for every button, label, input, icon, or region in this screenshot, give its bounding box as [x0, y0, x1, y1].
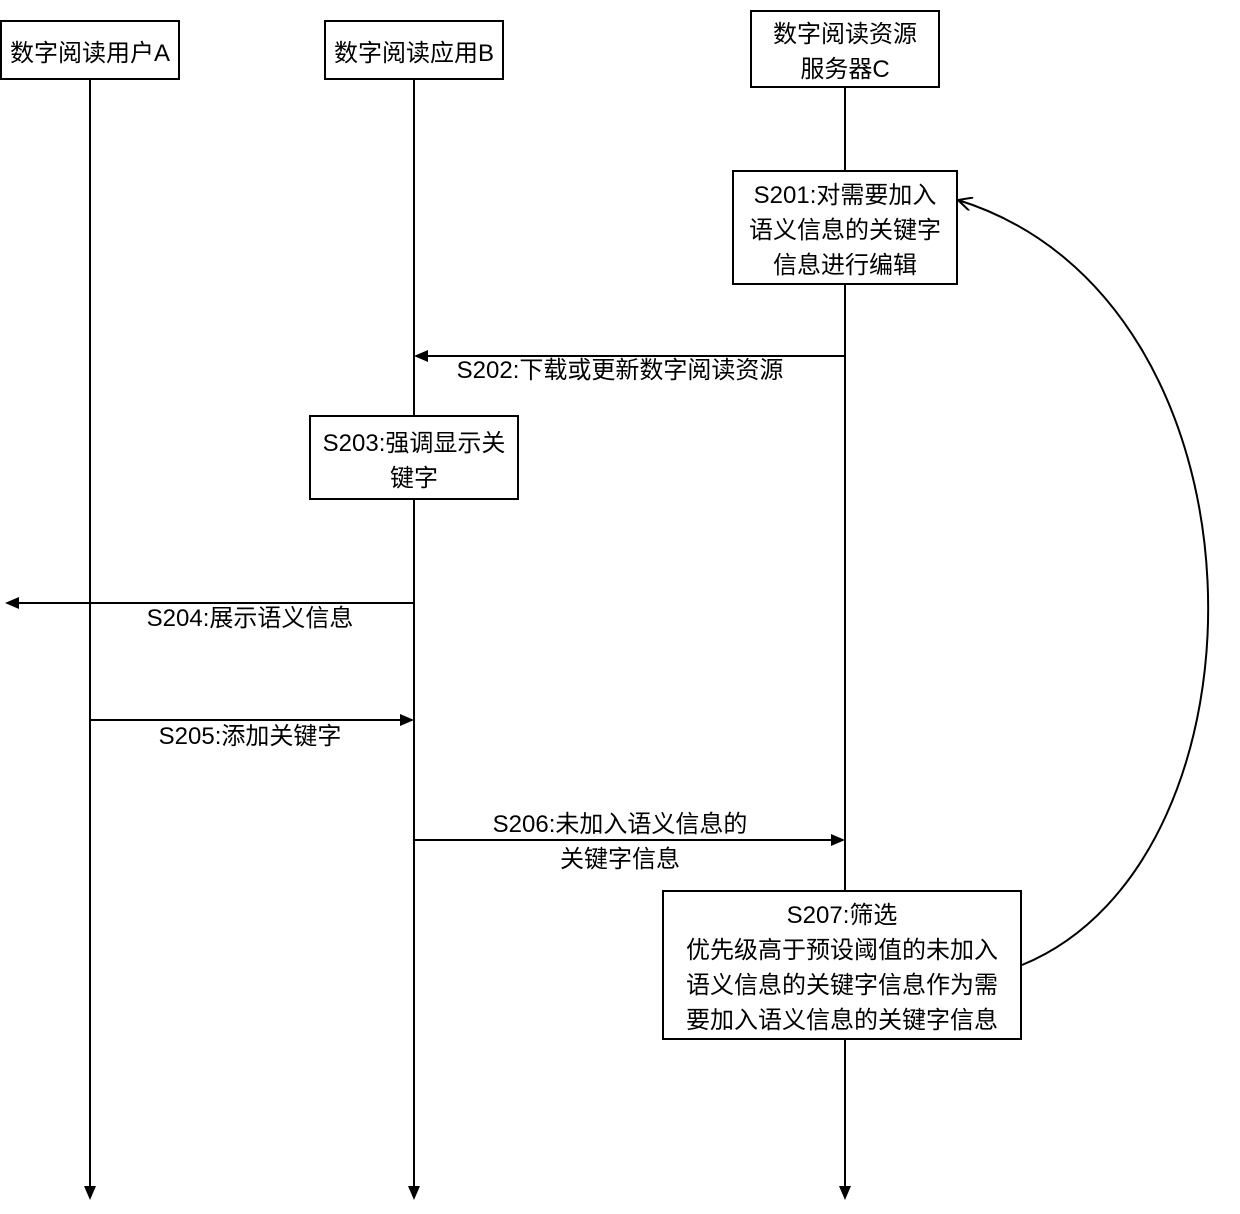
msg-label-s202: S202:下载或更新数字阅读资源: [420, 322, 820, 385]
step-box-s207: S207:筛选 优先级高于预设阈值的未加入 语义信息的关键字信息作为需 要加入语…: [662, 890, 1022, 1040]
actor-box-a: 数字阅读用户A: [0, 20, 180, 80]
step-label-s201: S201:对需要加入 语义信息的关键字 信息进行编辑: [749, 175, 941, 280]
step-box-s203: S203:强调显示关 键字: [309, 415, 519, 500]
step-label-s203: S203:强调显示关 键字: [323, 423, 506, 493]
sequence-diagram: 数字阅读用户A 数字阅读应用B 数字阅读资源 服务器C S201:对需要加入 语…: [0, 0, 1240, 1214]
actor-box-c: 数字阅读资源 服务器C: [750, 10, 940, 88]
actor-label-c: 数字阅读资源 服务器C: [773, 14, 917, 84]
msg-label-s206: S206:未加入语义信息的 关键字信息: [450, 776, 790, 874]
actor-label-a: 数字阅读用户A: [10, 33, 170, 68]
actor-label-b: 数字阅读应用B: [334, 33, 494, 68]
msg-label-s205: S205:添加关键字: [100, 688, 400, 751]
step-box-s201: S201:对需要加入 语义信息的关键字 信息进行编辑: [732, 170, 958, 285]
msg-label-s204: S204:展示语义信息: [100, 570, 400, 633]
actor-box-b: 数字阅读应用B: [324, 20, 504, 80]
step-label-s207: S207:筛选 优先级高于预设阈值的未加入 语义信息的关键字信息作为需 要加入语…: [686, 895, 998, 1035]
